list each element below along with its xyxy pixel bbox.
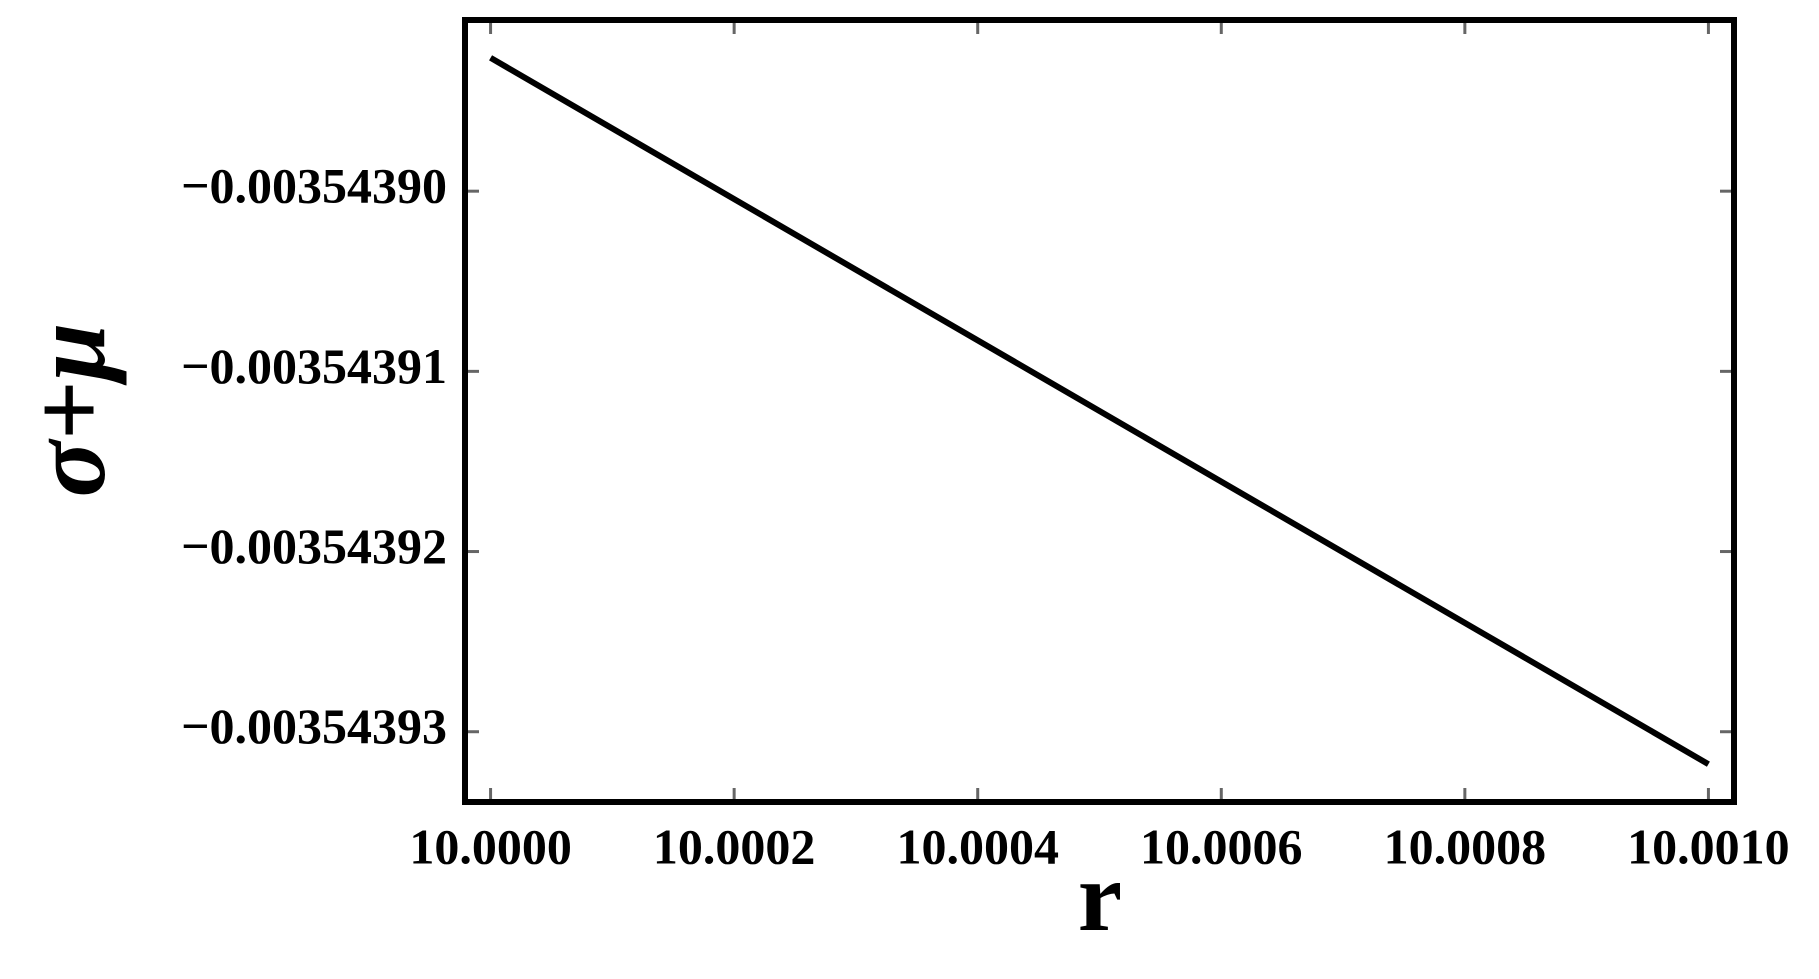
y-tick-label: −0.00354392 [181, 518, 447, 574]
x-axis-label: r [1078, 841, 1122, 952]
x-tick-label: 10.0010 [1627, 818, 1790, 874]
plot-frame [462, 17, 1737, 805]
x-tick-label: 10.0000 [409, 818, 572, 874]
y-tick-label: −0.00354390 [181, 158, 447, 214]
y-axis-label: σ+μ [10, 323, 127, 498]
data-line [489, 55, 1710, 767]
y-tick-label: −0.00354393 [181, 698, 447, 754]
x-tick-label: 10.0008 [1384, 818, 1547, 874]
y-tick-label: −0.00354391 [181, 338, 447, 394]
x-tick-label: 10.0006 [1140, 818, 1303, 874]
x-tick-label: 10.0002 [653, 818, 816, 874]
x-tick-label: 10.0004 [896, 818, 1059, 874]
